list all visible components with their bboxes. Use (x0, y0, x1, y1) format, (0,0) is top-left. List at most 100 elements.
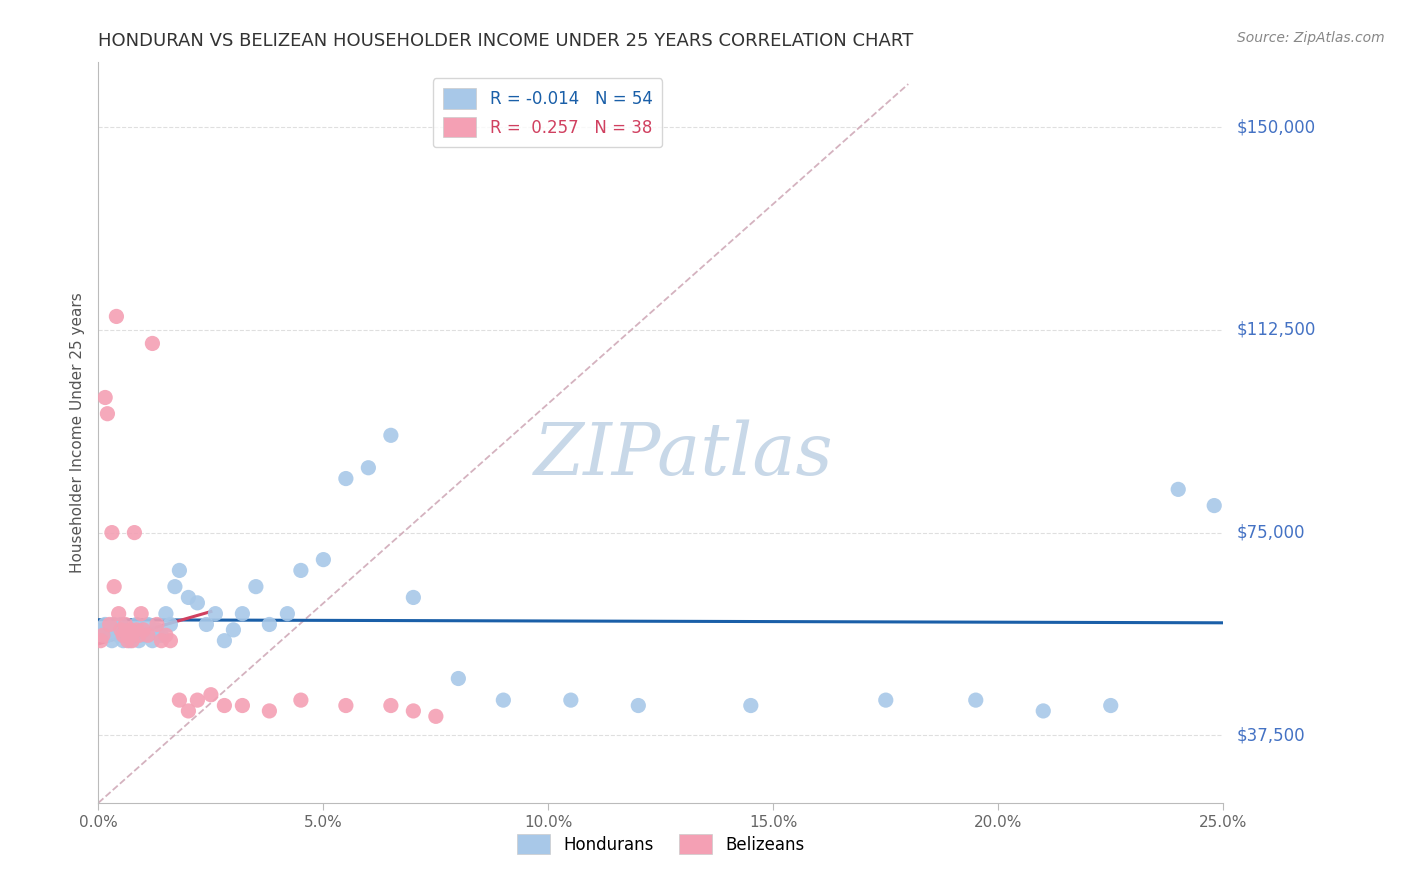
Point (118, 623, 141, 637)
Point (259, 617, 281, 632)
Point (105, 623, 128, 637)
Point (117, 633, 139, 648)
Point (1167, 483, 1189, 497)
Point (132, 628, 155, 642)
Text: $75,000: $75,000 (1237, 524, 1306, 541)
Point (118, 633, 141, 648)
Point (200, 688, 222, 702)
Point (121, 633, 143, 648)
Point (186, 693, 208, 707)
Point (186, 596, 208, 610)
Y-axis label: Householder Income Under 25 years: Householder Income Under 25 years (70, 293, 86, 573)
Point (231, 607, 253, 621)
Point (290, 693, 312, 707)
Point (159, 617, 181, 632)
Text: Source: ZipAtlas.com: Source: ZipAtlas.com (1237, 31, 1385, 45)
Point (125, 617, 148, 632)
Point (402, 704, 425, 718)
Point (245, 580, 267, 594)
Point (425, 709, 447, 723)
Point (231, 698, 253, 713)
Point (965, 693, 987, 707)
Point (312, 552, 335, 566)
Text: HONDURAN VS BELIZEAN HOUSEHOLDER INCOME UNDER 25 YEARS CORRELATION CHART: HONDURAN VS BELIZEAN HOUSEHOLDER INCOME … (98, 32, 914, 50)
Point (1099, 698, 1122, 713)
Point (155, 628, 177, 642)
Point (875, 693, 897, 707)
Point (335, 471, 357, 485)
Text: $150,000: $150,000 (1237, 119, 1316, 136)
Point (107, 628, 129, 642)
Point (110, 623, 132, 637)
Point (447, 672, 470, 686)
Point (146, 617, 169, 632)
Point (150, 633, 173, 648)
Point (136, 628, 159, 642)
Point (112, 628, 135, 642)
Legend: Hondurans, Belizeans: Hondurans, Belizeans (510, 828, 811, 861)
Point (114, 623, 136, 637)
Point (90, 633, 112, 648)
Point (91, 628, 114, 642)
Point (136, 617, 159, 632)
Point (627, 698, 650, 713)
Point (101, 633, 124, 648)
Point (141, 633, 163, 648)
Point (121, 623, 143, 637)
Point (117, 628, 139, 642)
Point (146, 623, 169, 637)
Point (129, 623, 152, 637)
Point (290, 563, 312, 577)
Point (1204, 499, 1226, 513)
Point (560, 693, 582, 707)
Text: $112,500: $112,500 (1237, 321, 1316, 339)
Point (91, 623, 114, 637)
Point (214, 633, 236, 648)
Point (107, 607, 129, 621)
Point (276, 607, 298, 621)
Point (169, 563, 191, 577)
Point (150, 628, 173, 642)
Point (195, 617, 218, 632)
Point (112, 633, 135, 648)
Point (124, 525, 146, 540)
Point (114, 617, 136, 632)
Point (103, 617, 125, 632)
Point (101, 525, 124, 540)
Point (155, 607, 177, 621)
Point (1032, 704, 1054, 718)
Point (124, 628, 146, 642)
Point (357, 460, 380, 475)
Point (380, 698, 402, 713)
Point (125, 623, 148, 637)
Point (96, 628, 118, 642)
Point (94, 391, 117, 405)
Text: ZIPatlas: ZIPatlas (533, 419, 834, 490)
Point (110, 617, 132, 632)
Point (94, 617, 117, 632)
Point (159, 633, 181, 648)
Point (103, 580, 125, 594)
Point (128, 628, 150, 642)
Point (98, 617, 121, 632)
Point (128, 633, 150, 648)
Point (259, 704, 281, 718)
Point (214, 698, 236, 713)
Point (177, 704, 200, 718)
Point (132, 623, 155, 637)
Point (335, 698, 357, 713)
Point (169, 693, 191, 707)
Point (402, 591, 425, 605)
Point (105, 310, 128, 324)
Point (96, 407, 118, 421)
Point (204, 607, 226, 621)
Point (222, 623, 245, 637)
Point (141, 336, 163, 351)
Point (129, 607, 152, 621)
Point (492, 693, 515, 707)
Point (163, 580, 186, 594)
Point (98, 623, 121, 637)
Text: $37,500: $37,500 (1237, 726, 1306, 744)
Point (740, 698, 762, 713)
Point (177, 591, 200, 605)
